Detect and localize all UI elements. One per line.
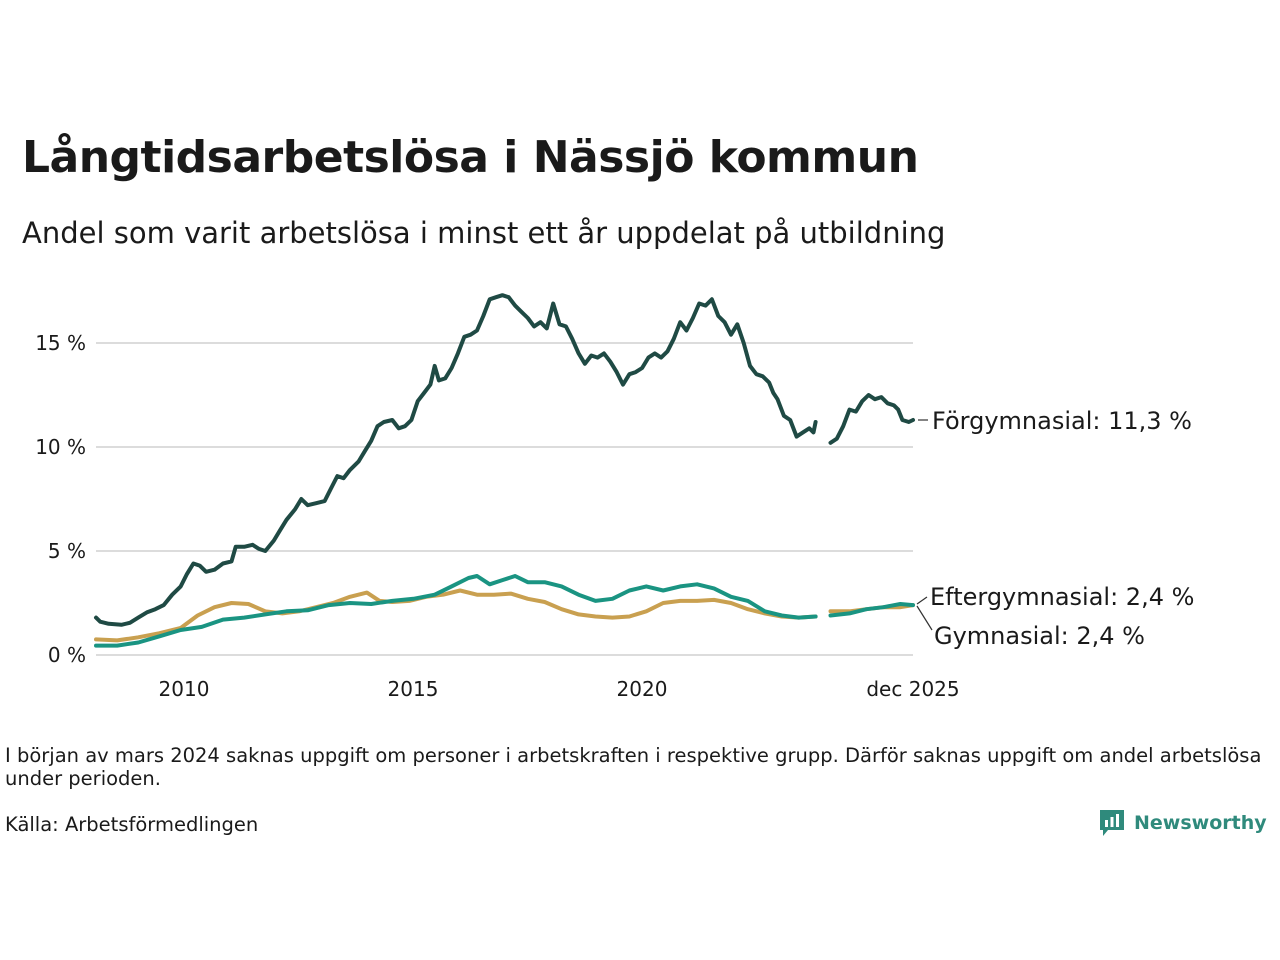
series-line-forgymnasial-1 (828, 393, 915, 445)
x-tick-label: 2020 (617, 677, 668, 701)
brand-name: Newsworthy (1134, 812, 1267, 834)
x-tick-label: 2015 (388, 677, 439, 701)
x-axis-ticks: 2010 2015 2020 dec 2025 (159, 677, 960, 701)
page-subtitle: Andel som varit arbetslösa i minst ett å… (22, 216, 946, 250)
leader-line-gymnasial (916, 605, 933, 631)
y-tick-label: 15 % (35, 331, 86, 355)
brand-logo: Newsworthy (1098, 808, 1267, 838)
y-tick-label: 10 % (35, 435, 86, 459)
x-tick-label: 2010 (159, 677, 210, 701)
x-tick-label: dec 2025 (866, 677, 959, 701)
leader-line-eftergymnasial (916, 596, 928, 605)
page-title: Långtidsarbetslösa i Nässjö kommun (22, 132, 919, 183)
y-axis-ticks: 0 % 5 % 10 % 15 % (35, 331, 86, 667)
end-label-gymnasial: Gymnasial: 2,4 % (934, 622, 1145, 650)
series-line-gymnasial-0 (94, 588, 818, 643)
end-label-eftergymnasial: Eftergymnasial: 2,4 % (930, 583, 1194, 611)
y-tick-label: 0 % (48, 643, 86, 667)
series-line-forgymnasial-0 (94, 293, 818, 627)
y-tick-label: 5 % (48, 539, 86, 563)
grid-lines (96, 342, 913, 656)
series-lines (94, 293, 915, 648)
line-chart: 0 % 5 % 10 % 15 % 2010 2015 2020 dec 2025 Förg… (35, 293, 1194, 701)
end-label-forgymnasial: Förgymnasial: 11,3 % (932, 407, 1192, 435)
series-end-labels: Förgymnasial: 11,3 % Eftergymnasial: 2,4 … (916, 407, 1194, 650)
source-text: Källa: Arbetsförmedlingen (5, 813, 259, 836)
footnote: I början av mars 2024 saknas uppgift om … (5, 744, 1262, 790)
bar-chart-icon (1100, 810, 1124, 836)
series-line-eftergymnasial-0 (94, 574, 818, 648)
series-line-eftergymnasial-1 (828, 602, 915, 618)
